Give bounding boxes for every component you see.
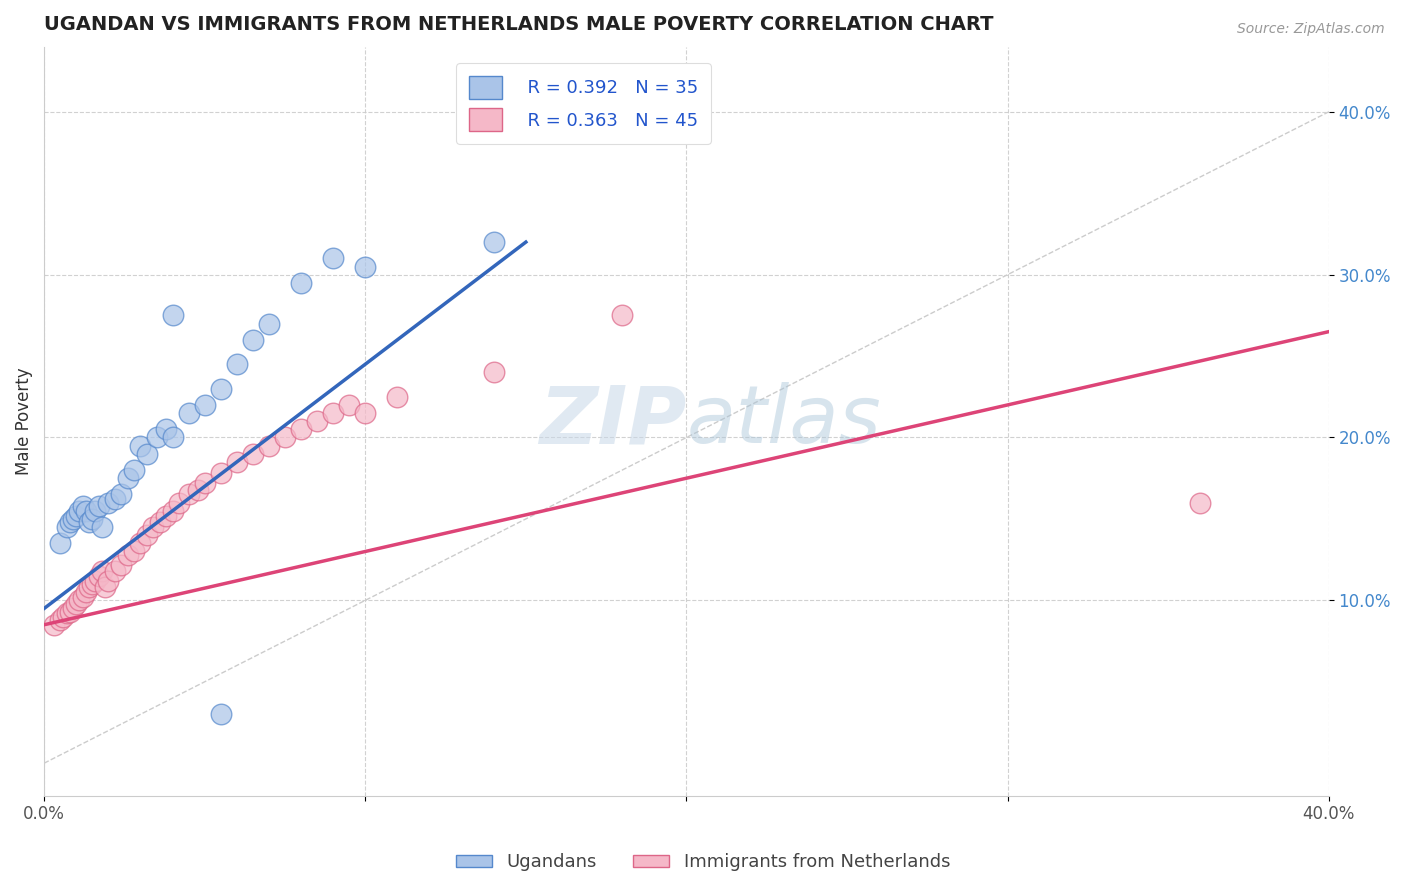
Point (72, 590, 94, 604)
Point (104, 492, 127, 507)
Point (337, 398, 360, 412)
Y-axis label: Male Poverty: Male Poverty (15, 368, 32, 475)
Point (162, 504, 184, 518)
Point (129, 536, 152, 550)
Point (72, 499, 94, 513)
Point (82, 577, 104, 591)
Point (122, 463, 145, 477)
Point (322, 252, 344, 266)
Point (75, 504, 97, 518)
Point (290, 276, 312, 290)
Point (97, 495, 120, 509)
Point (82, 512, 104, 526)
Point (42, 617, 65, 632)
Point (482, 365, 505, 379)
Point (65, 597, 87, 611)
Point (194, 398, 217, 412)
Point (117, 471, 139, 485)
Point (257, 439, 280, 453)
Legend: Ugandans, Immigrants from Netherlands: Ugandans, Immigrants from Netherlands (449, 847, 957, 879)
Point (90, 520, 112, 534)
Point (209, 467, 232, 481)
Point (129, 439, 152, 453)
Point (49, 613, 72, 627)
Point (155, 508, 177, 523)
Point (65, 508, 87, 523)
Point (135, 528, 157, 542)
Point (59, 515, 82, 529)
Point (274, 430, 297, 444)
Point (1189, 495, 1212, 509)
Point (145, 430, 167, 444)
Point (59, 605, 82, 619)
Point (209, 382, 232, 396)
Point (135, 447, 157, 461)
Point (142, 520, 165, 534)
Point (354, 406, 377, 420)
Point (97, 574, 120, 588)
Point (387, 390, 409, 404)
Point (612, 309, 634, 323)
Point (162, 309, 184, 323)
Point (84, 504, 107, 518)
Point (87, 499, 110, 513)
Point (110, 558, 132, 572)
Point (194, 476, 217, 491)
Point (69, 593, 91, 607)
Text: atlas: atlas (686, 382, 882, 460)
Point (257, 317, 280, 331)
Point (49, 536, 72, 550)
Point (209, 707, 232, 722)
Point (55, 520, 77, 534)
Point (162, 430, 184, 444)
Point (225, 357, 247, 371)
Point (90, 564, 112, 578)
Point (104, 564, 127, 578)
Point (87, 569, 110, 583)
Point (55, 607, 77, 621)
Point (482, 235, 505, 249)
Point (155, 422, 177, 436)
Point (177, 487, 200, 501)
Point (77, 515, 100, 529)
Legend:   R = 0.392   N = 35,   R = 0.363   N = 45: R = 0.392 N = 35, R = 0.363 N = 45 (457, 63, 711, 144)
Point (290, 422, 312, 436)
Point (69, 504, 91, 518)
Point (62, 512, 84, 526)
Point (84, 574, 107, 588)
Point (225, 455, 247, 469)
Point (94, 580, 117, 594)
Point (177, 406, 200, 420)
Text: UGANDAN VS IMMIGRANTS FROM NETHERLANDS MALE POVERTY CORRELATION CHART: UGANDAN VS IMMIGRANTS FROM NETHERLANDS M… (44, 15, 994, 34)
Point (307, 414, 329, 428)
Text: Source: ZipAtlas.com: Source: ZipAtlas.com (1237, 22, 1385, 37)
Point (75, 585, 97, 599)
Point (149, 515, 172, 529)
Point (187, 483, 209, 497)
Text: ZIP: ZIP (538, 382, 686, 460)
Point (242, 447, 264, 461)
Point (167, 495, 190, 509)
Point (110, 487, 132, 501)
Point (77, 580, 100, 594)
Point (354, 260, 377, 274)
Point (62, 601, 84, 615)
Point (322, 406, 344, 420)
Point (117, 548, 139, 562)
Point (52, 609, 75, 624)
Point (122, 544, 145, 558)
Point (242, 333, 264, 347)
